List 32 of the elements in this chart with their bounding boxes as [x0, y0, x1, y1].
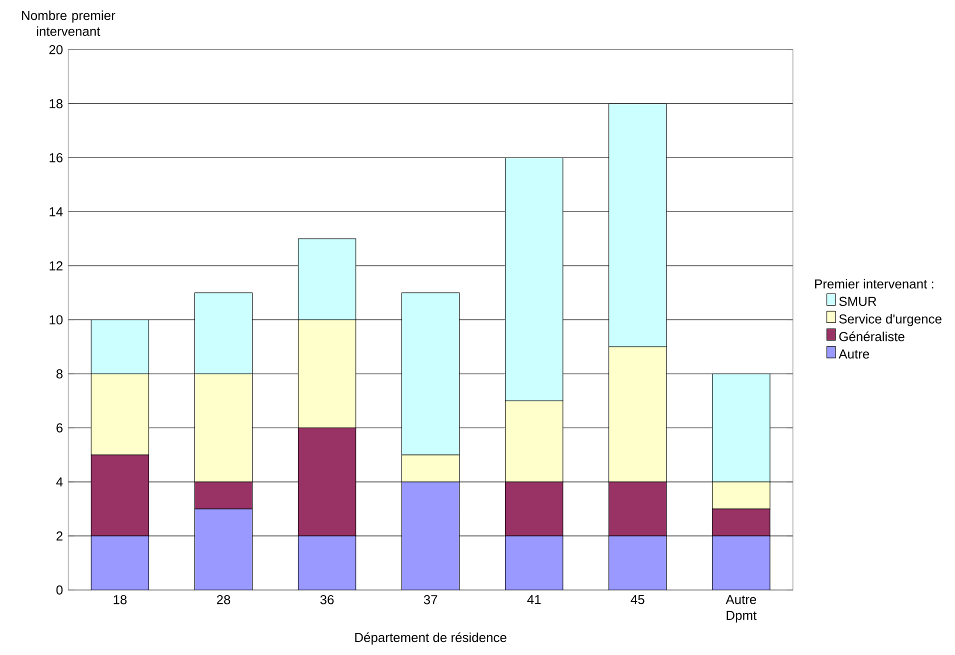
bar [505, 536, 564, 590]
legend-label: Service d'urgence [839, 314, 942, 326]
y-tick-label: 4 [56, 477, 63, 486]
bar [298, 536, 356, 590]
legend-title: Premier intervenant : [815, 278, 934, 288]
bar [608, 536, 667, 590]
bar [712, 536, 770, 590]
x-tick-label: Autre Dpmt [726, 594, 757, 622]
y-tick-label: 12 [50, 261, 62, 270]
y-tick-label: 14 [50, 207, 63, 216]
y-tick-label: 8 [56, 369, 63, 378]
x-tick-label: 37 [424, 594, 438, 604]
y-tick-label: 6 [56, 423, 63, 432]
x-tick-label: 41 [527, 594, 541, 604]
bar [401, 482, 460, 590]
x-tick-label: 18 [114, 594, 127, 604]
x-axis-title: Département de résidence [355, 632, 506, 645]
y-axis-title: Nombre premier intervenant [22, 10, 116, 36]
y-tick-label: 10 [50, 315, 63, 324]
legend-label: SMUR [839, 296, 876, 306]
x-tick-label: 45 [630, 594, 644, 604]
y-tick-label: 20 [49, 44, 63, 54]
x-tick-label: 28 [216, 594, 230, 604]
x-tick-label: 36 [320, 594, 334, 604]
y-tick-label: 18 [50, 98, 63, 108]
bar [194, 508, 253, 590]
legend-label: Autre [838, 349, 870, 358]
y-tick-label: 2 [56, 531, 62, 540]
bar [90, 536, 150, 590]
y-tick-label: 16 [50, 153, 63, 162]
y-tick-label: 0 [56, 585, 63, 594]
legend-label: Généraliste [839, 331, 904, 342]
